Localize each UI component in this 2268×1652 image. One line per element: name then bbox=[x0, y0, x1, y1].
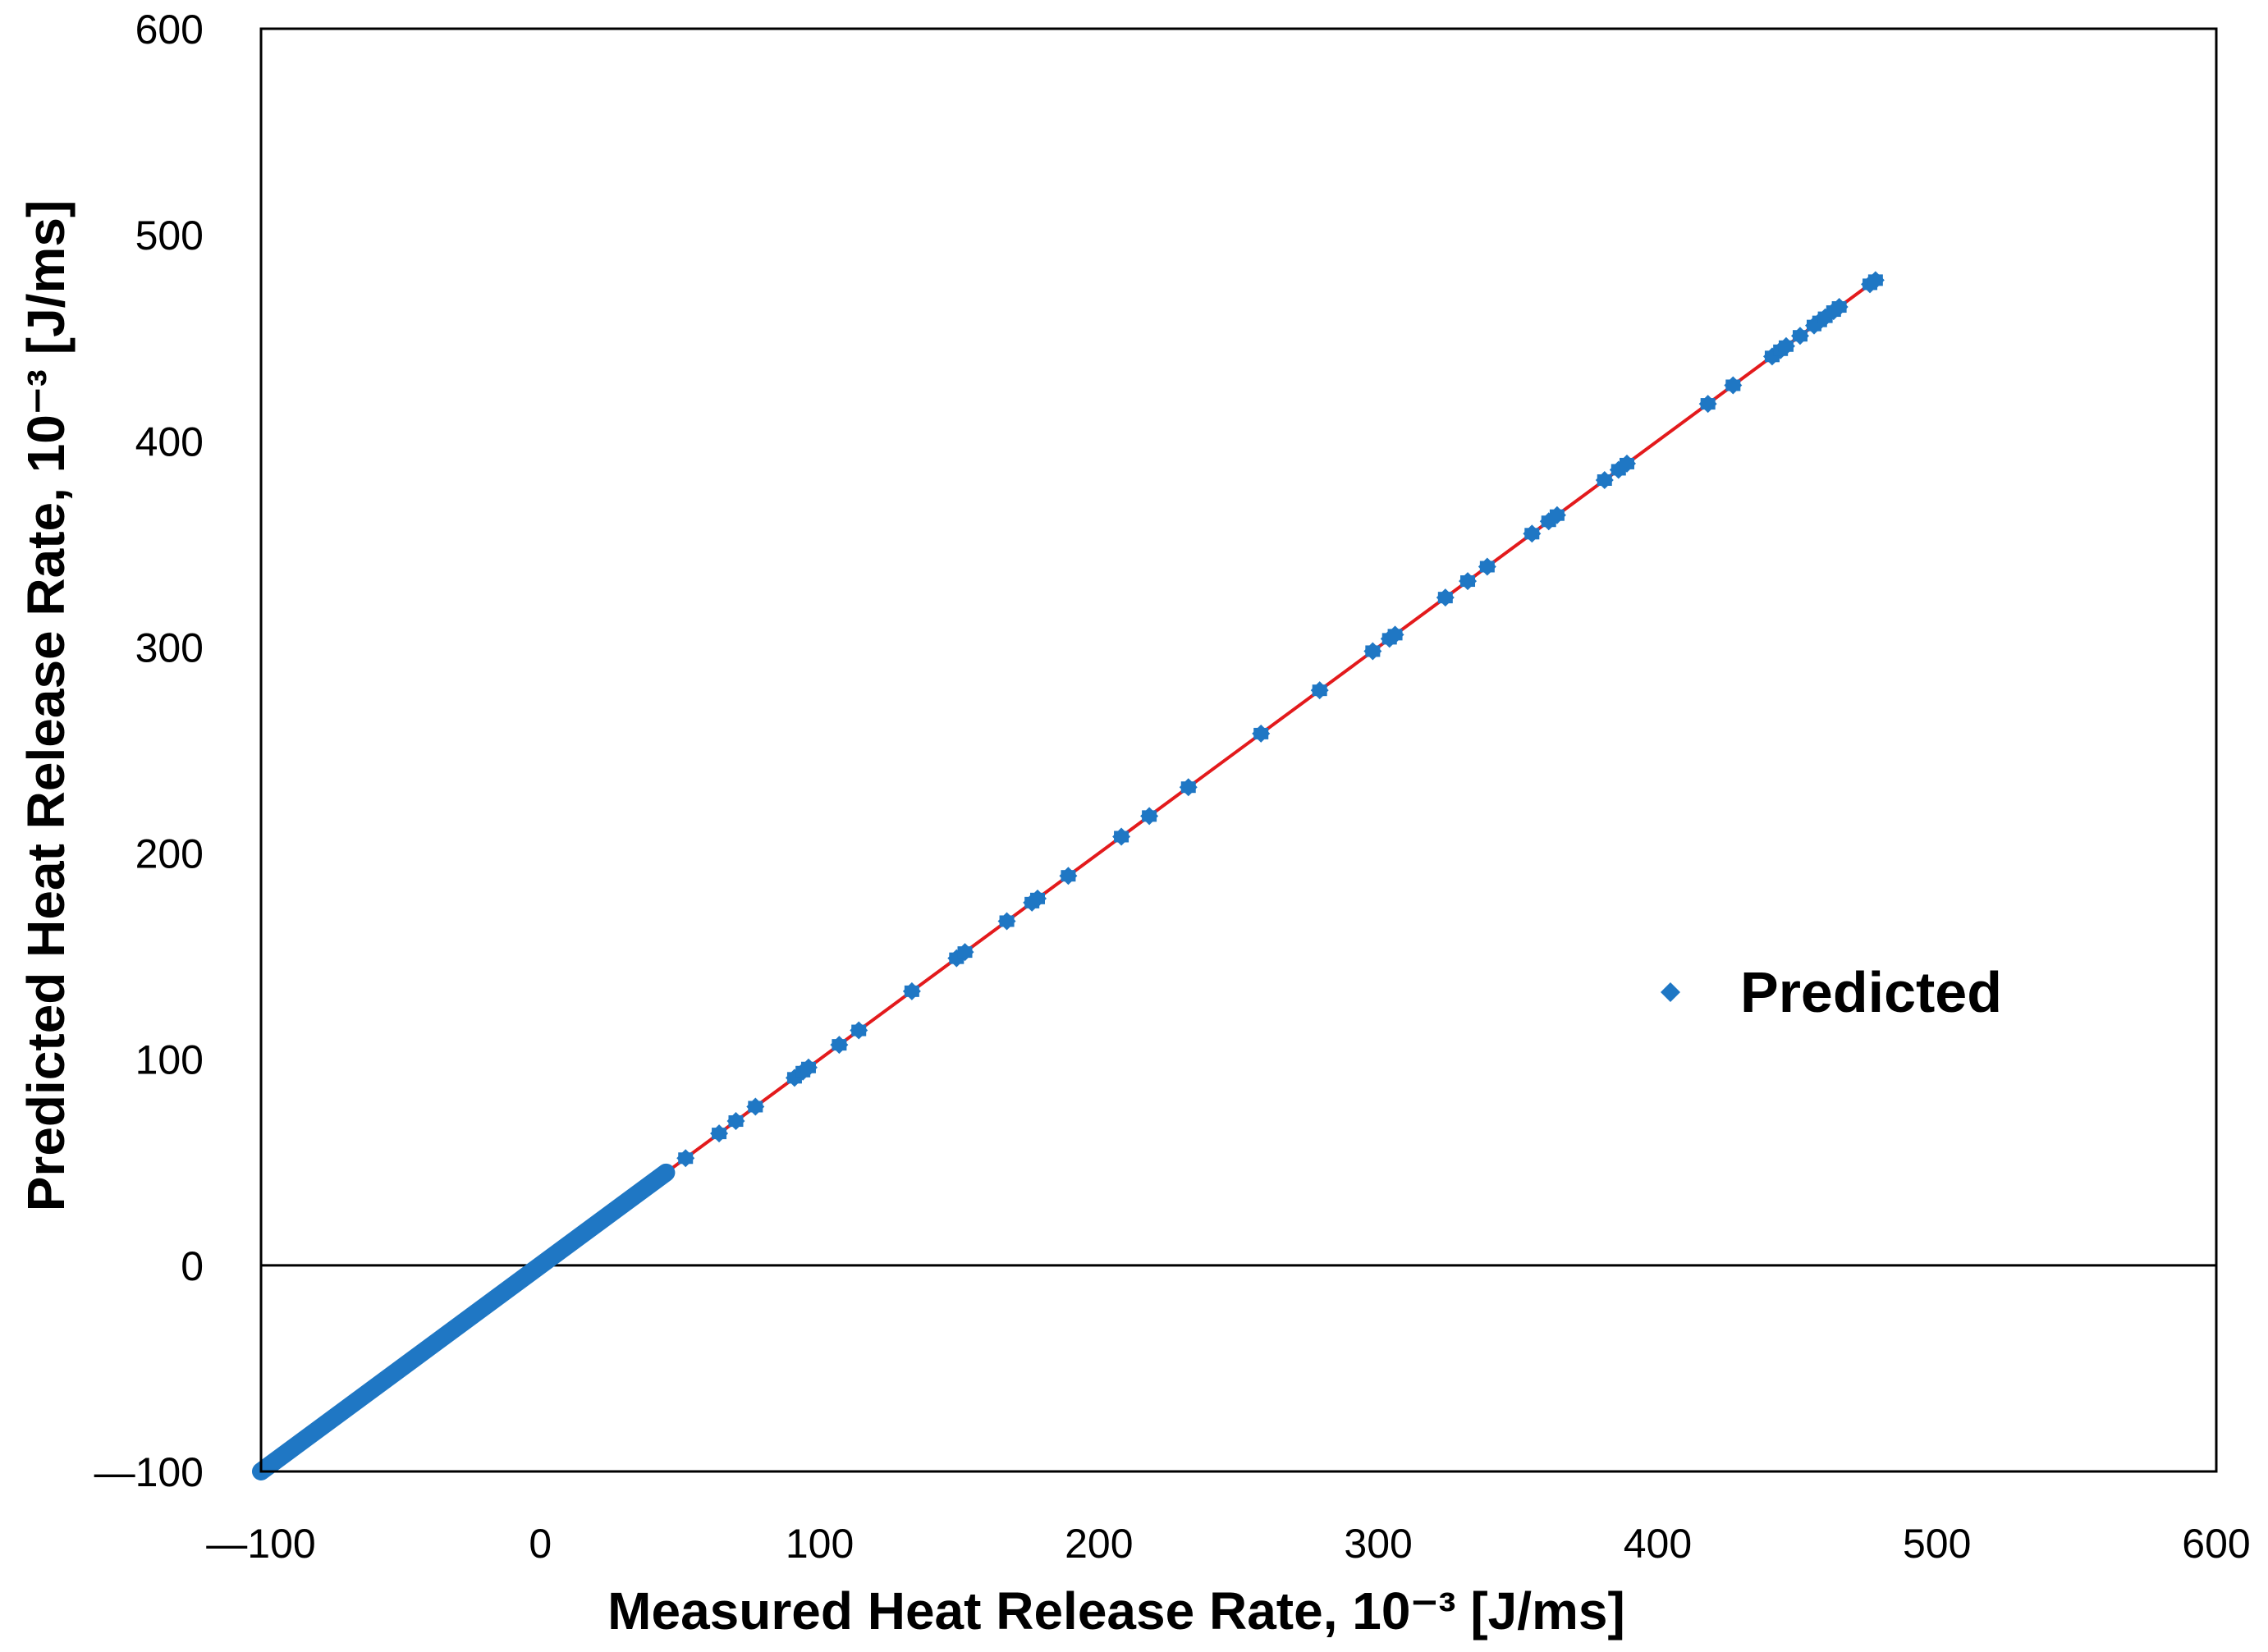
data-point-square bbox=[1029, 892, 1045, 904]
y-tick-label: 200 bbox=[135, 831, 204, 877]
data-point-square bbox=[1831, 301, 1847, 313]
data-point-square bbox=[728, 1115, 744, 1128]
data-point-square bbox=[1524, 528, 1540, 540]
x-tick-label: —100 bbox=[206, 1521, 315, 1567]
legend: Predicted bbox=[1661, 960, 2002, 1024]
data-point-square bbox=[1597, 474, 1612, 487]
plot-area-frame bbox=[259, 27, 2218, 1473]
data-point-square bbox=[1387, 629, 1403, 641]
x-axis-tick-labels: —100 0 100 200 300 400 500 600 bbox=[206, 1521, 2250, 1567]
data-point-square bbox=[1312, 684, 1327, 697]
x-tick-label: 500 bbox=[1903, 1521, 1971, 1567]
data-point-square bbox=[1114, 831, 1129, 843]
data-point-square bbox=[800, 1061, 816, 1073]
data-point-square bbox=[1778, 340, 1794, 352]
plot-layer bbox=[252, 271, 2216, 1480]
data-point-square bbox=[1180, 781, 1196, 794]
x-tick-label: 600 bbox=[2182, 1521, 2250, 1567]
data-point-square bbox=[1142, 810, 1157, 822]
data-point-square bbox=[1619, 457, 1634, 469]
y-tick-label: 500 bbox=[135, 213, 204, 259]
y-axis-tick-labels: —100 0 100 200 300 400 500 600 bbox=[94, 7, 204, 1495]
data-point-square bbox=[712, 1128, 727, 1140]
y-tick-label: 300 bbox=[135, 625, 204, 670]
data-point-square bbox=[678, 1152, 694, 1165]
data-point-square bbox=[904, 985, 919, 997]
data-point-square bbox=[1365, 645, 1381, 657]
data-point-square bbox=[1479, 561, 1495, 573]
dense-data-cluster bbox=[252, 1163, 676, 1480]
x-tick-label: 100 bbox=[786, 1521, 854, 1567]
data-point-square bbox=[1460, 575, 1476, 588]
data-point-square bbox=[1549, 509, 1565, 521]
data-point-square bbox=[1792, 330, 1808, 342]
data-point-square bbox=[957, 946, 973, 959]
data-point-square bbox=[1437, 592, 1453, 604]
data-point-square bbox=[1700, 398, 1716, 410]
legend-label-predicted: Predicted bbox=[1740, 960, 2002, 1024]
y-tick-label: 600 bbox=[135, 7, 204, 53]
x-axis-title: Measured Heat Release Rate, 10⁻³ [J/ms] bbox=[607, 1581, 1625, 1641]
data-point-square bbox=[1867, 274, 1883, 286]
data-point-square bbox=[1061, 870, 1076, 882]
y-tick-label: —100 bbox=[94, 1449, 204, 1495]
data-point-square bbox=[851, 1024, 867, 1037]
y-tick-label: 0 bbox=[181, 1243, 204, 1289]
x-tick-label: 400 bbox=[1624, 1521, 1692, 1567]
x-tick-label: 200 bbox=[1065, 1521, 1133, 1567]
predicted-points bbox=[676, 271, 1885, 1168]
data-point-square bbox=[1253, 727, 1269, 739]
data-point-square bbox=[999, 915, 1015, 927]
x-tick-label: 300 bbox=[1344, 1521, 1412, 1567]
y-tick-label: 100 bbox=[135, 1037, 204, 1083]
data-point-square bbox=[1725, 379, 1741, 391]
data-point-square bbox=[832, 1039, 847, 1051]
data-point-square bbox=[748, 1101, 763, 1113]
legend-marker-diamond-icon bbox=[1661, 982, 1680, 1002]
x-tick-label: 0 bbox=[529, 1521, 552, 1567]
y-tick-label: 400 bbox=[135, 419, 204, 464]
y-axis-title: Predicted Heat Release Rate, 10⁻³ [J/ms] bbox=[16, 200, 76, 1212]
